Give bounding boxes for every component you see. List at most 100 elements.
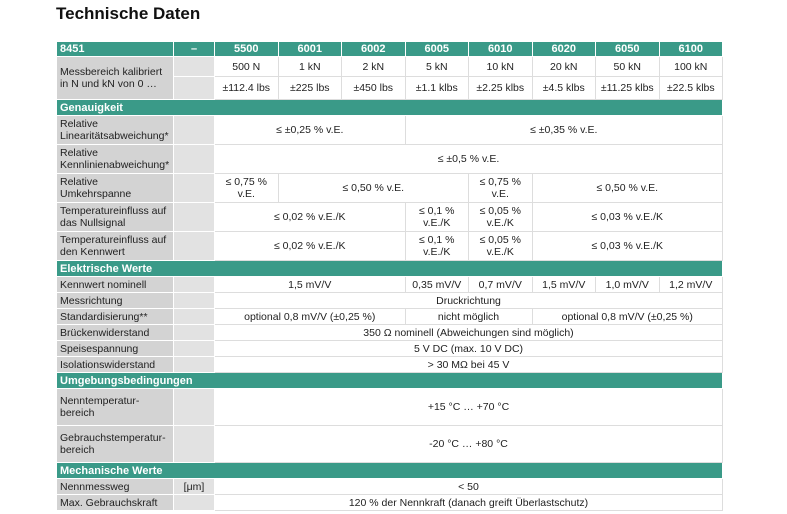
umkehr-row: Relative Umkehrspanne ≤ 0,75 % v.E. ≤ 0,… bbox=[56, 173, 723, 203]
cell: 5 kN bbox=[404, 56, 469, 77]
cell: 1,2 mV/V bbox=[658, 276, 723, 293]
unit-cell bbox=[173, 202, 215, 232]
row-label: Max. Gebrauchskraft bbox=[56, 494, 174, 511]
unit-cell bbox=[173, 76, 215, 100]
cell: ≤ 0,50 % v.E. bbox=[277, 173, 469, 203]
cell: ±112.4 lbs bbox=[214, 76, 279, 100]
row-label: Nenntemperatur-bereich bbox=[56, 388, 174, 426]
cell: ±2.25 klbs bbox=[468, 76, 533, 100]
cell: optional 0,8 mV/V (±0,25 %) bbox=[531, 308, 723, 325]
cell: ≤ ±0,35 % v.E. bbox=[404, 115, 723, 145]
unit-cell bbox=[173, 231, 215, 261]
kennwert-row: Kennwert nominell 1,5 mV/V 0,35 mV/V 0,7… bbox=[56, 276, 723, 293]
unit-cell bbox=[173, 115, 215, 145]
col-header: 6100 bbox=[658, 41, 723, 57]
unit-cell bbox=[173, 292, 215, 309]
row-label: Messbereich kalibriert in N und kN von 0… bbox=[56, 56, 174, 100]
messweg-row: Nennmessweg [μm] < 50 bbox=[56, 478, 723, 495]
nenntemp-row: Nenntemperatur-bereich +15 °C … +70 °C bbox=[56, 388, 723, 426]
isolation-row: Isolationswiderstand > 30 MΩ bei 45 V bbox=[56, 356, 723, 373]
header-row: 8451 – 5500 6001 6002 6005 6010 6020 605… bbox=[56, 41, 723, 57]
row-label: Standardisierung** bbox=[56, 308, 174, 325]
cell: ≤ 0,75 % v.E. bbox=[468, 173, 533, 203]
col-header: 6005 bbox=[404, 41, 469, 57]
unit-cell bbox=[173, 56, 215, 77]
lbs-row: ±112.4 lbs ±225 lbs ±450 lbs ±1.1 klbs ±… bbox=[57, 76, 723, 100]
cell: Druckrichtung bbox=[214, 292, 723, 309]
section-elektrisch: Elektrische Werte bbox=[56, 260, 723, 277]
cell: ≤ 0,05 % v.E./K bbox=[468, 202, 533, 232]
cell: ≤ 0,05 % v.E./K bbox=[468, 231, 533, 261]
spec-table: 8451 – 5500 6001 6002 6005 6010 6020 605… bbox=[56, 41, 723, 511]
row-label: Temperatureinfluss auf den Kennwert bbox=[56, 231, 174, 261]
row-label: Speisespannung bbox=[56, 340, 174, 357]
cell: 0,35 mV/V bbox=[404, 276, 469, 293]
row-label: Relative Umkehrspanne bbox=[56, 173, 174, 203]
cell: ±11.25 klbs bbox=[595, 76, 660, 100]
section-mechanisch: Mechanische Werte bbox=[56, 462, 723, 479]
cell: > 30 MΩ bei 45 V bbox=[214, 356, 723, 373]
row-label: Brückenwiderstand bbox=[56, 324, 174, 341]
tkc-row: Temperatureinfluss auf den Kennwert ≤ 0,… bbox=[56, 231, 723, 261]
row-label: Relative Kennlinienabweichung* bbox=[56, 144, 174, 174]
tk0-row: Temperatureinfluss auf das Nullsignal ≤ … bbox=[56, 202, 723, 232]
section-genauigkeit: Genauigkeit bbox=[56, 99, 723, 116]
unit-cell bbox=[173, 324, 215, 341]
cell: ±450 lbs bbox=[341, 76, 406, 100]
speise-row: Speisespannung 5 V DC (max. 10 V DC) bbox=[56, 340, 723, 357]
cell: ≤ 0,02 % v.E./K bbox=[214, 231, 406, 261]
col-header: 6001 bbox=[277, 41, 342, 57]
unit-cell bbox=[173, 425, 215, 463]
messrichtung-row: Messrichtung Druckrichtung bbox=[56, 292, 723, 309]
cell: ≤ ±0,5 % v.E. bbox=[214, 144, 723, 174]
cell: +15 °C … +70 °C bbox=[214, 388, 723, 426]
unit-cell bbox=[173, 494, 215, 511]
cell: ≤ 0,1 % v.E./K bbox=[404, 231, 469, 261]
unit-cell bbox=[173, 276, 215, 293]
cell: ≤ 0,03 % v.E./K bbox=[531, 202, 723, 232]
cell: ≤ 0,50 % v.E. bbox=[531, 173, 723, 203]
cell: < 50 bbox=[214, 478, 723, 495]
standard-row: Standardisierung** optional 0,8 mV/V (±0… bbox=[56, 308, 723, 325]
cell: ≤ 0,1 % v.E./K bbox=[404, 202, 469, 232]
col-header: 6050 bbox=[595, 41, 660, 57]
col-header: 6002 bbox=[341, 41, 406, 57]
cell: 10 kN bbox=[468, 56, 533, 77]
cell: 5 V DC (max. 10 V DC) bbox=[214, 340, 723, 357]
cell: 1 kN bbox=[277, 56, 342, 77]
cell: ≤ 0,02 % v.E./K bbox=[214, 202, 406, 232]
kennlinie-row: Relative Kennlinienabweichung* ≤ ±0,5 % … bbox=[56, 144, 723, 174]
col-header: 5500 bbox=[214, 41, 279, 57]
cell: -20 °C … +80 °C bbox=[214, 425, 723, 463]
cell: 1,0 mV/V bbox=[595, 276, 660, 293]
cell: ±1.1 klbs bbox=[404, 76, 469, 100]
cell: 1,5 mV/V bbox=[214, 276, 406, 293]
gebrauchtemp-row: Gebrauchstemperatur-bereich -20 °C … +80… bbox=[56, 425, 723, 463]
unit-cell bbox=[173, 356, 215, 373]
unit-cell bbox=[173, 144, 215, 174]
cell: 350 Ω nominell (Abweichungen sind möglic… bbox=[214, 324, 723, 341]
cell: ±4.5 klbs bbox=[531, 76, 596, 100]
cell: 20 kN bbox=[531, 56, 596, 77]
row-label: Nennmessweg bbox=[56, 478, 174, 495]
col-header: 6010 bbox=[468, 41, 533, 57]
cell: ≤ ±0,25 % v.E. bbox=[214, 115, 406, 145]
cell: 500 N bbox=[214, 56, 279, 77]
unit-header: – bbox=[173, 41, 215, 57]
unit-cell bbox=[173, 308, 215, 325]
cell: nicht möglich bbox=[404, 308, 533, 325]
row-label: Kennwert nominell bbox=[56, 276, 174, 293]
cell: ≤ 0,03 % v.E./K bbox=[531, 231, 723, 261]
bruecke-row: Brückenwiderstand 350 Ω nominell (Abweic… bbox=[56, 324, 723, 341]
linear-row: Relative Linearitätsabweichung* ≤ ±0,25 … bbox=[56, 115, 723, 145]
col-header: 6020 bbox=[531, 41, 596, 57]
kraft-row: Max. Gebrauchskraft 120 % der Nennkraft … bbox=[56, 494, 723, 511]
cell: optional 0,8 mV/V (±0,25 %) bbox=[214, 308, 406, 325]
cell: ±225 lbs bbox=[277, 76, 342, 100]
cell: ±22.5 klbs bbox=[658, 76, 723, 100]
unit-cell bbox=[173, 340, 215, 357]
messbereich-row: Messbereich kalibriert in N und kN von 0… bbox=[56, 56, 723, 100]
row-label: Temperatureinfluss auf das Nullsignal bbox=[56, 202, 174, 232]
cell: 2 kN bbox=[341, 56, 406, 77]
row-label: Messrichtung bbox=[56, 292, 174, 309]
